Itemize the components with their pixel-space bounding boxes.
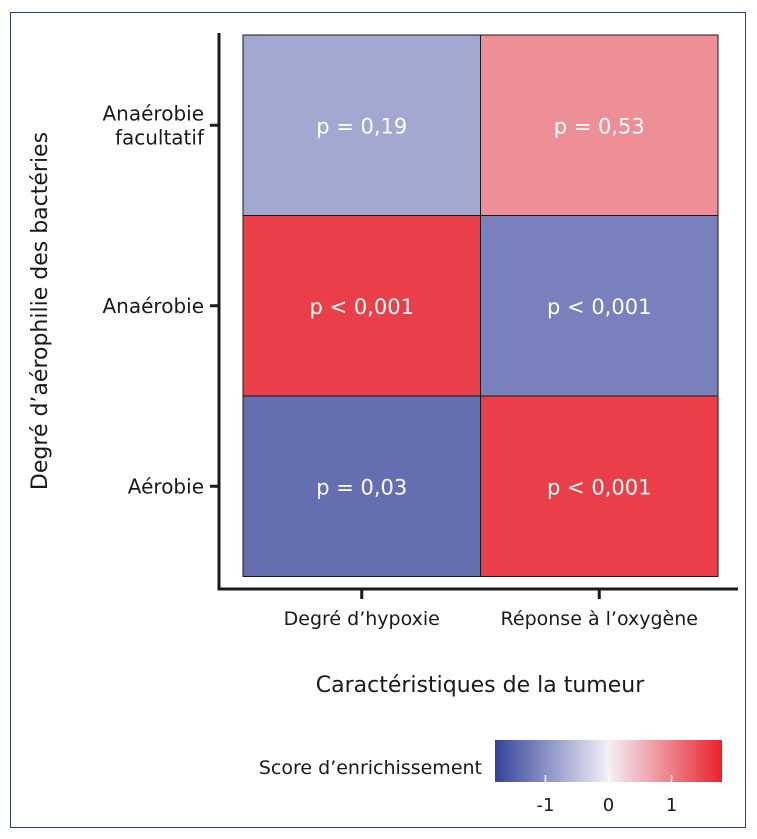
colorbar-tick-label: 1: [666, 795, 677, 816]
y-tick-label: Anaérobie: [103, 294, 205, 318]
heatmap-cell: [480, 34, 719, 216]
heatmap-cell: [480, 215, 719, 397]
y-tick-label: Aérobie: [128, 474, 204, 498]
y-axis-title: Degré d’aérophilie des bactéries: [28, 132, 53, 490]
colorbar-tick-label: 0: [603, 795, 614, 816]
cell-p-value-label: p = 0,53: [554, 114, 645, 138]
cell-p-value-label: p < 0,001: [547, 295, 651, 319]
heatmap-cell: [242, 395, 481, 577]
figure-frame: [10, 12, 746, 828]
y-tick-label: Anaérobie: [103, 101, 205, 125]
x-tick-label: Degré d’hypoxie: [284, 608, 440, 630]
heatmap-cell: [242, 34, 481, 216]
x-axis-title: Caractéristiques de la tumeur: [316, 673, 645, 698]
heatmap-cells: [242, 34, 719, 577]
colorbar-ticks: -1 0 1: [536, 775, 677, 816]
cell-p-value-label: p = 0,03: [316, 475, 407, 499]
cell-p-value-label: p < 0,001: [310, 295, 414, 319]
x-axis-ticks: Degré d’hypoxie Réponse à l’oxygène: [284, 589, 698, 630]
colorbar-tick-label: -1: [536, 795, 554, 816]
heatmap-cell-labels: p = 0,19 p = 0,53 p < 0,001 p < 0,001 p = 0,…: [310, 114, 652, 499]
heatmap-cell: [480, 395, 719, 577]
heatmap-cell: [242, 215, 481, 397]
y-tick-label: facultatif: [115, 125, 205, 149]
x-tick-label: Réponse à l’oxygène: [501, 608, 698, 630]
colorbar-title: Score d’enrichissement: [259, 757, 482, 779]
cell-p-value-label: p = 0,19: [316, 114, 407, 138]
cell-p-value-label: p < 0,001: [547, 475, 651, 499]
